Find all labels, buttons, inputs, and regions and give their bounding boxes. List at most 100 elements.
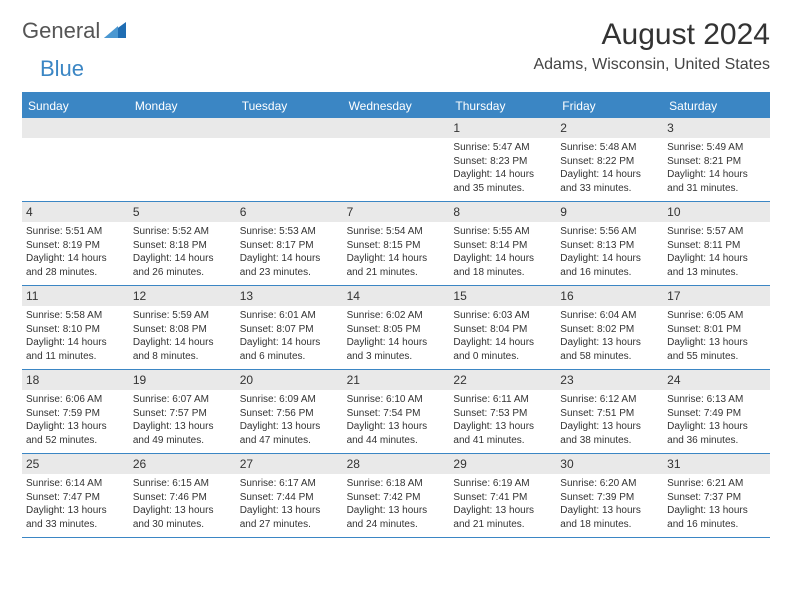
sunset-line: Sunset: 7:46 PM (133, 491, 232, 505)
calendar-cell: 28Sunrise: 6:18 AMSunset: 7:42 PMDayligh… (343, 454, 450, 537)
day-details: Sunrise: 5:57 AMSunset: 8:11 PMDaylight:… (667, 225, 766, 279)
day-number: 5 (129, 202, 236, 222)
calendar-cell: 27Sunrise: 6:17 AMSunset: 7:44 PMDayligh… (236, 454, 343, 537)
calendar-cell: 13Sunrise: 6:01 AMSunset: 8:07 PMDayligh… (236, 286, 343, 369)
sunrise-line: Sunrise: 5:53 AM (240, 225, 339, 239)
day-details: Sunrise: 6:11 AMSunset: 7:53 PMDaylight:… (453, 393, 552, 447)
day-number: 4 (22, 202, 129, 222)
daylight-line: Daylight: 13 hours and 58 minutes. (560, 336, 659, 363)
day-number: 19 (129, 370, 236, 390)
calendar-cell: 5 Sunrise: 5:52 AMSunset: 8:18 PMDaylight… (129, 202, 236, 285)
week-row: 4Sunrise: 5:51 AMSunset: 8:19 PMDaylight… (22, 202, 770, 286)
sunset-line: Sunset: 7:49 PM (667, 407, 766, 421)
day-details: Sunrise: 6:01 AMSunset: 8:07 PMDaylight:… (240, 309, 339, 363)
sunrise-line: Sunrise: 5:57 AM (667, 225, 766, 239)
daylight-line: Daylight: 14 hours and 6 minutes. (240, 336, 339, 363)
day-details: Sunrise: 6:21 AMSunset: 7:37 PMDaylight:… (667, 477, 766, 531)
sunrise-line: Sunrise: 6:03 AM (453, 309, 552, 323)
sunrise-line: Sunrise: 6:19 AM (453, 477, 552, 491)
day-details: Sunrise: 6:10 AMSunset: 7:54 PMDaylight:… (347, 393, 446, 447)
calendar-cell: 26Sunrise: 6:15 AMSunset: 7:46 PMDayligh… (129, 454, 236, 537)
sunset-line: Sunset: 8:11 PM (667, 239, 766, 253)
calendar-cell: 17Sunrise: 6:05 AMSunset: 8:01 PMDayligh… (663, 286, 770, 369)
day-details: Sunrise: 5:54 AMSunset: 8:15 PMDaylight:… (347, 225, 446, 279)
day-number: 31 (663, 454, 770, 474)
calendar-cell: 2Sunrise: 5:48 AMSunset: 8:22 PMDaylight… (556, 118, 663, 201)
weekday-header: Saturday (663, 94, 770, 118)
day-details: Sunrise: 5:52 AMSunset: 8:18 PMDaylight:… (133, 225, 232, 279)
weekday-header: Tuesday (236, 94, 343, 118)
day-number: 16 (556, 286, 663, 306)
daylight-line: Daylight: 14 hours and 3 minutes. (347, 336, 446, 363)
calendar-cell-blank (129, 118, 236, 201)
sunset-line: Sunset: 8:07 PM (240, 323, 339, 337)
sunset-line: Sunset: 8:10 PM (26, 323, 125, 337)
calendar-cell: 16 Sunrise: 6:04 AMSunset: 8:02 PMDayligh… (556, 286, 663, 369)
day-details: Sunrise: 5:53 AMSunset: 8:17 PMDaylight:… (240, 225, 339, 279)
day-details: Sunrise: 5:56 AMSunset: 8:13 PMDaylight:… (560, 225, 659, 279)
sunrise-line: Sunrise: 6:02 AM (347, 309, 446, 323)
logo-word2: Blue (40, 56, 84, 81)
day-number: 29 (449, 454, 556, 474)
logo: General (22, 18, 128, 44)
calendar-cell: 15Sunrise: 6:03 AMSunset: 8:04 PMDayligh… (449, 286, 556, 369)
calendar-cell-blank (343, 118, 450, 201)
calendar-cell: 9Sunrise: 5:56 AMSunset: 8:13 PMDaylight… (556, 202, 663, 285)
sunrise-line: Sunrise: 5:59 AM (133, 309, 232, 323)
sunset-line: Sunset: 8:17 PM (240, 239, 339, 253)
calendar-cell-blank (236, 118, 343, 201)
day-details: Sunrise: 6:05 AMSunset: 8:01 PMDaylight:… (667, 309, 766, 363)
sunrise-line: Sunrise: 6:10 AM (347, 393, 446, 407)
sunrise-line: Sunrise: 6:20 AM (560, 477, 659, 491)
daylight-line: Daylight: 13 hours and 49 minutes. (133, 420, 232, 447)
sunrise-line: Sunrise: 6:05 AM (667, 309, 766, 323)
daylight-line: Daylight: 13 hours and 21 minutes. (453, 504, 552, 531)
day-details: Sunrise: 5:59 AMSunset: 8:08 PMDaylight:… (133, 309, 232, 363)
calendar-cell: 21 Sunrise: 6:10 AMSunset: 7:54 PMDayligh… (343, 370, 450, 453)
logo-triangle-icon (104, 20, 126, 43)
day-number: 22 (449, 370, 556, 390)
day-details: Sunrise: 6:19 AMSunset: 7:41 PMDaylight:… (453, 477, 552, 531)
day-details: Sunrise: 6:02 AMSunset: 8:05 PMDaylight:… (347, 309, 446, 363)
sunset-line: Sunset: 8:02 PM (560, 323, 659, 337)
sunset-line: Sunset: 7:59 PM (26, 407, 125, 421)
day-details: Sunrise: 6:13 AMSunset: 7:49 PMDaylight:… (667, 393, 766, 447)
day-number: 1 (449, 118, 556, 138)
daylight-line: Daylight: 14 hours and 18 minutes. (453, 252, 552, 279)
calendar-cell: 22 Sunrise: 6:11 AMSunset: 7:53 PMDayligh… (449, 370, 556, 453)
weekday-header: Monday (129, 94, 236, 118)
day-number: 27 (236, 454, 343, 474)
sunset-line: Sunset: 7:44 PM (240, 491, 339, 505)
daylight-line: Daylight: 14 hours and 35 minutes. (453, 168, 552, 195)
sunrise-line: Sunrise: 5:48 AM (560, 141, 659, 155)
daylight-line: Daylight: 14 hours and 11 minutes. (26, 336, 125, 363)
calendar-cell: 11Sunrise: 5:58 AMSunset: 8:10 PMDayligh… (22, 286, 129, 369)
weekday-header: Wednesday (343, 94, 450, 118)
day-number: 21 (343, 370, 450, 390)
day-details: Sunrise: 6:03 AMSunset: 8:04 PMDaylight:… (453, 309, 552, 363)
sunrise-line: Sunrise: 6:06 AM (26, 393, 125, 407)
daylight-line: Daylight: 14 hours and 0 minutes. (453, 336, 552, 363)
day-number: 10 (663, 202, 770, 222)
sunrise-line: Sunrise: 5:49 AM (667, 141, 766, 155)
day-number: 12 (129, 286, 236, 306)
day-number: 6 (236, 202, 343, 222)
daylight-line: Daylight: 14 hours and 28 minutes. (26, 252, 125, 279)
day-number: 3 (663, 118, 770, 138)
sunset-line: Sunset: 7:41 PM (453, 491, 552, 505)
weekday-header: Thursday (449, 94, 556, 118)
sunset-line: Sunset: 8:08 PM (133, 323, 232, 337)
calendar-cell: 8Sunrise: 5:55 AMSunset: 8:14 PMDaylight… (449, 202, 556, 285)
daylight-line: Daylight: 13 hours and 38 minutes. (560, 420, 659, 447)
sunset-line: Sunset: 7:54 PM (347, 407, 446, 421)
day-number: 8 (449, 202, 556, 222)
sunrise-line: Sunrise: 5:58 AM (26, 309, 125, 323)
day-details: Sunrise: 6:06 AMSunset: 7:59 PMDaylight:… (26, 393, 125, 447)
daylight-line: Daylight: 14 hours and 23 minutes. (240, 252, 339, 279)
daylight-line: Daylight: 13 hours and 47 minutes. (240, 420, 339, 447)
day-details: Sunrise: 6:14 AMSunset: 7:47 PMDaylight:… (26, 477, 125, 531)
sunrise-line: Sunrise: 6:04 AM (560, 309, 659, 323)
day-details: Sunrise: 6:18 AMSunset: 7:42 PMDaylight:… (347, 477, 446, 531)
day-number: 14 (343, 286, 450, 306)
daylight-line: Daylight: 13 hours and 18 minutes. (560, 504, 659, 531)
